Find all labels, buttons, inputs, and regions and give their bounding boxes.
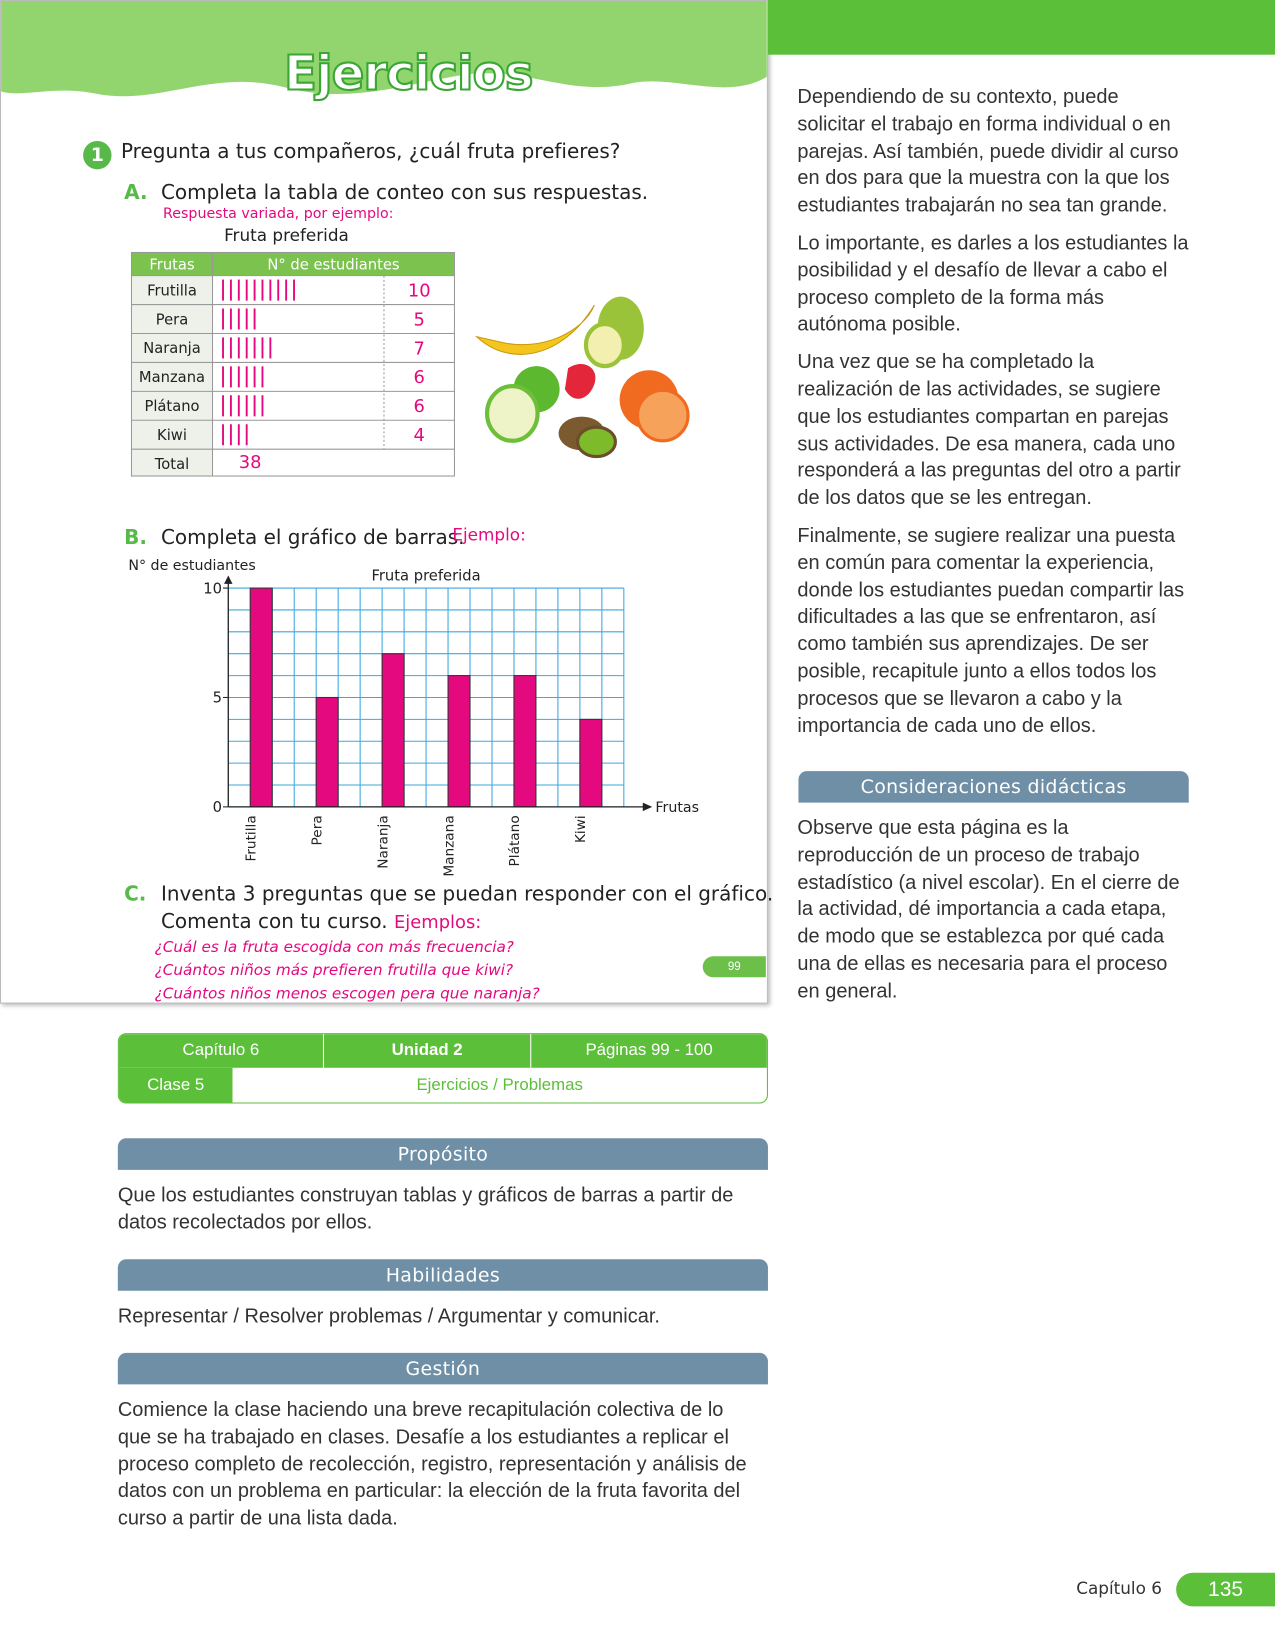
- x-tick-label: Kiwi: [573, 815, 589, 843]
- fruit-name: Frutilla: [147, 282, 197, 299]
- bar: [447, 675, 471, 808]
- info-cell: Unidad 2: [324, 1034, 532, 1068]
- bar: [249, 587, 273, 808]
- x-axis-arrow: [642, 802, 653, 812]
- table-title: Fruta preferida: [224, 225, 349, 246]
- count: 6: [414, 367, 425, 388]
- section-heading: Habilidades: [117, 1259, 768, 1291]
- tally-marks: [222, 395, 264, 417]
- fruit-name: Plátano: [144, 398, 199, 415]
- x-tick-label: Naranja: [375, 815, 391, 868]
- count: 6: [414, 396, 425, 417]
- part-letter: A.: [124, 180, 148, 205]
- count: 7: [414, 338, 425, 359]
- tally-marks: [222, 308, 256, 330]
- info-cell: Ejercicios / Problemas: [416, 1076, 583, 1095]
- y-axis-arrow: [224, 575, 233, 584]
- example: ¿Cuántos niños menos escogen pera que na…: [154, 985, 540, 1003]
- paragraph: Dependiendo de su contexto, puede solici…: [797, 86, 1179, 217]
- count: 10: [408, 280, 431, 301]
- paragraph: Una vez que se ha completado la realizac…: [797, 351, 1181, 510]
- first-column-bg: [131, 275, 213, 477]
- top-bar: [767, 0, 1275, 55]
- example: ¿Cuántos niños más prefieren frutilla qu…: [154, 962, 514, 980]
- tally-marks: [222, 366, 264, 388]
- x-tick-label: Manzana: [441, 815, 457, 876]
- y-tick-label: 0: [213, 799, 222, 816]
- chart-title: Fruta preferida: [371, 568, 480, 585]
- side-text: Dependiendo de su contexto, puede solici…: [797, 84, 1188, 750]
- exercise-number: 1: [83, 140, 112, 170]
- header-wave: [1, 1, 767, 97]
- fruit-name: Manzana: [139, 369, 205, 386]
- page-number: 99: [702, 956, 766, 978]
- bar: [381, 653, 405, 808]
- total-label: Total: [154, 456, 189, 473]
- fruit-illustration: [474, 296, 690, 459]
- y-tick-label: 10: [203, 580, 222, 597]
- fruit-name: Pera: [156, 311, 188, 328]
- instruction: Comenta con tu curso. Ejemplos:: [161, 910, 481, 933]
- total: 38: [239, 452, 262, 473]
- info-cell: Páginas 99 - 100: [585, 1041, 713, 1060]
- fruit-name: Naranja: [143, 340, 201, 357]
- x-axis-label: Frutas: [655, 800, 699, 816]
- instruction: Completa la tabla de conteo con sus resp…: [160, 180, 649, 205]
- instruction: Inventa 3 preguntas que se puedan respon…: [160, 882, 774, 906]
- footer-chapter: Capítulo 6: [1076, 1578, 1162, 1598]
- tally-table: Frutas N° de estudiantes Frutilla 10 Pera 5 Na…: [130, 251, 455, 477]
- y-axis-label: N° de estudiantes: [128, 558, 255, 574]
- paragraph: Finalmente, se sugiere realizar una pues…: [797, 524, 1185, 737]
- instruction-line: Comenta con tu curso.: [160, 909, 388, 934]
- table-border: [130, 251, 455, 477]
- note: Ejemplos:: [394, 912, 482, 934]
- paragraph: Que los estudiantes construyan tablas y …: [117, 1184, 734, 1234]
- bar: [579, 718, 603, 808]
- tally-marks: [222, 279, 295, 301]
- info-cell: Capítulo 6: [119, 1034, 325, 1068]
- x-tick-label: Frutilla: [244, 815, 260, 861]
- footer-page: 135: [1176, 1572, 1275, 1607]
- tally-marks: [222, 424, 248, 446]
- section-heading: Propósito: [117, 1138, 768, 1170]
- note: Ejemplo:: [452, 524, 526, 545]
- tally-marks: [222, 337, 272, 359]
- info-table: Capítulo 6 Unidad 2 Páginas 99 - 100 Cla…: [117, 1033, 768, 1104]
- paragraph: Lo importante, es darles a los estudiant…: [797, 232, 1189, 336]
- bar-chart: N° de estudiantes Fruta preferida Frutilla…: [128, 558, 699, 876]
- worksheet-panel: [0, 0, 768, 1004]
- count: 4: [414, 425, 425, 446]
- question: Pregunta a tus compañeros, ¿cuál fruta p…: [120, 139, 621, 164]
- bar: [513, 675, 537, 808]
- section-heading: Gestión: [117, 1352, 768, 1385]
- worksheet-title: Ejercicios: [283, 43, 535, 102]
- section-heading: Consideraciones didácticas: [798, 771, 1189, 803]
- x-tick-label: Plátano: [507, 815, 523, 866]
- count: 5: [414, 309, 425, 330]
- y-tick-label: 5: [213, 690, 222, 707]
- note: Respuesta variada, por ejemplo:: [163, 205, 394, 222]
- part-letter: B.: [124, 526, 147, 550]
- example: ¿Cuál es la fruta escogida con más frecu…: [154, 939, 514, 957]
- table-header: N° de estudiantes: [267, 256, 399, 273]
- examples: ¿Cuál es la fruta escogida con más frecu…: [155, 936, 540, 1005]
- fruit-name: Kiwi: [157, 427, 187, 444]
- paragraph: Comience la clase haciendo una breve rec…: [117, 1399, 747, 1530]
- table-header: Frutas: [149, 256, 194, 273]
- instruction: Completa el gráfico de barras.: [160, 526, 465, 550]
- bar: [315, 696, 339, 808]
- paragraph: Representar / Resolver problemas / Argum…: [117, 1305, 660, 1328]
- part-letter: C.: [124, 882, 147, 906]
- info-cell: Clase 5: [118, 1067, 233, 1103]
- paragraph: Observe que esta página es la reproducci…: [797, 817, 1180, 1003]
- x-tick-label: Pera: [309, 815, 325, 845]
